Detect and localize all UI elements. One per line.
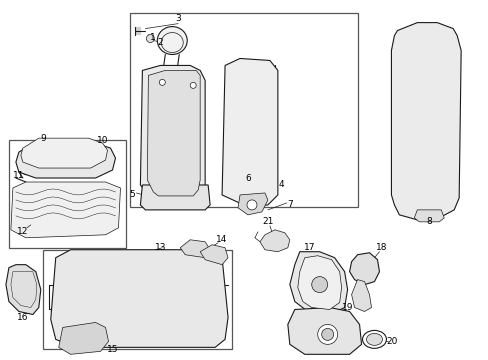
Ellipse shape bbox=[366, 333, 382, 345]
Text: 1: 1 bbox=[149, 33, 155, 42]
Text: 17: 17 bbox=[304, 243, 315, 252]
Text: 7: 7 bbox=[286, 201, 292, 210]
Polygon shape bbox=[390, 23, 460, 220]
Text: 15: 15 bbox=[106, 345, 118, 354]
Polygon shape bbox=[51, 250, 227, 347]
Polygon shape bbox=[289, 252, 347, 315]
Text: 18: 18 bbox=[375, 243, 386, 252]
Polygon shape bbox=[413, 210, 443, 222]
Circle shape bbox=[190, 82, 196, 88]
Polygon shape bbox=[287, 307, 361, 354]
Text: 9: 9 bbox=[40, 134, 45, 143]
Circle shape bbox=[311, 276, 327, 293]
Text: 13: 13 bbox=[154, 243, 166, 252]
Text: 19: 19 bbox=[341, 303, 353, 312]
Polygon shape bbox=[21, 138, 107, 168]
Text: 16: 16 bbox=[17, 313, 29, 322]
Polygon shape bbox=[349, 253, 379, 285]
Text: 21: 21 bbox=[262, 217, 273, 226]
Polygon shape bbox=[16, 142, 115, 178]
Polygon shape bbox=[59, 323, 108, 354]
Bar bbox=[130, 13, 357, 207]
Text: 12: 12 bbox=[17, 227, 28, 236]
Circle shape bbox=[159, 80, 165, 85]
Polygon shape bbox=[222, 58, 277, 207]
Text: 11: 11 bbox=[13, 171, 24, 180]
Polygon shape bbox=[200, 245, 227, 265]
Text: 4: 4 bbox=[279, 180, 284, 189]
Text: 8: 8 bbox=[426, 217, 431, 226]
Text: 5: 5 bbox=[129, 190, 135, 199]
Ellipse shape bbox=[362, 330, 386, 348]
Text: 2: 2 bbox=[157, 38, 163, 47]
Polygon shape bbox=[6, 265, 41, 315]
Polygon shape bbox=[238, 193, 267, 215]
Text: 14: 14 bbox=[216, 235, 227, 244]
Polygon shape bbox=[140, 185, 210, 210]
Circle shape bbox=[246, 200, 256, 210]
Polygon shape bbox=[351, 280, 371, 311]
Polygon shape bbox=[260, 230, 289, 252]
Text: 6: 6 bbox=[244, 174, 250, 183]
Ellipse shape bbox=[157, 27, 187, 54]
Text: 10: 10 bbox=[97, 136, 108, 145]
Polygon shape bbox=[297, 256, 341, 310]
Polygon shape bbox=[147, 71, 200, 196]
Polygon shape bbox=[140, 66, 205, 200]
Circle shape bbox=[146, 35, 154, 42]
Polygon shape bbox=[180, 240, 210, 258]
Bar bbox=[42, 250, 232, 349]
Circle shape bbox=[317, 324, 337, 345]
Bar bbox=[9, 140, 126, 248]
Circle shape bbox=[321, 328, 333, 340]
Text: 3: 3 bbox=[175, 14, 181, 23]
Text: 20: 20 bbox=[386, 337, 397, 346]
Polygon shape bbox=[11, 182, 120, 238]
